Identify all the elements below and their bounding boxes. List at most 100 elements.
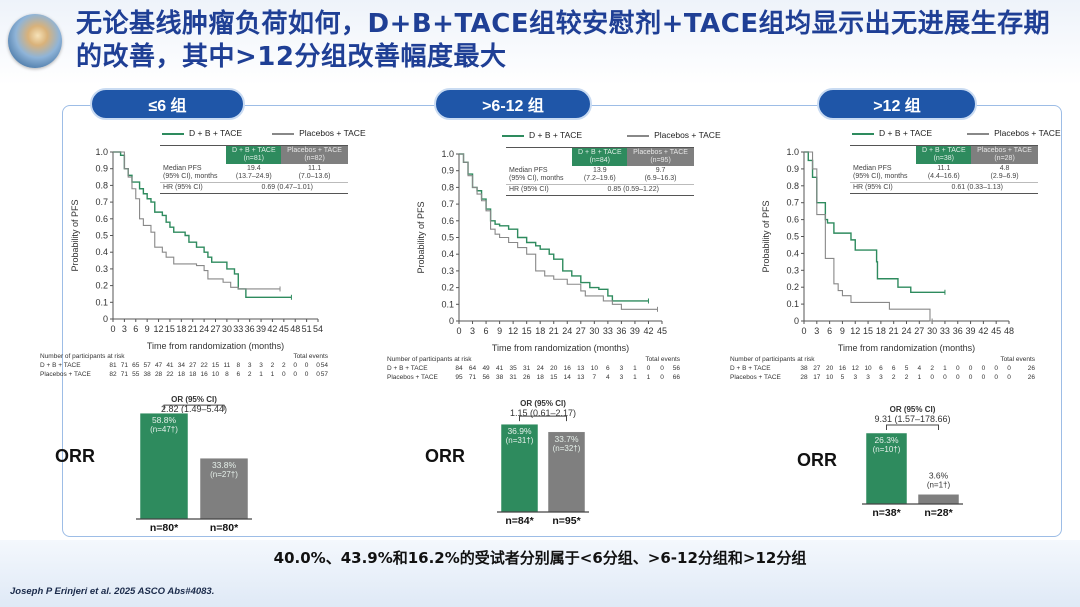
risk-total: 54 <box>321 362 329 369</box>
risk-value: 71 <box>469 374 477 381</box>
median-pfs-treatment: 13.9 (7.2–19.6) <box>583 167 616 182</box>
risk-value: 5 <box>841 374 845 381</box>
risk-value: 5 <box>905 365 909 372</box>
risk-value: 0 <box>293 362 297 369</box>
x-tick-label: 51 <box>302 324 312 334</box>
km-curve-placebo <box>113 151 281 290</box>
x-tick-label: 33 <box>940 326 950 336</box>
hr-label: HR (95% CI) <box>160 182 227 194</box>
risk-value: 15 <box>212 362 220 369</box>
legend-treatment: D + B + TACE <box>852 128 932 138</box>
orr-bar-percent: 33.8% <box>212 460 237 470</box>
risk-value: 81 <box>109 362 117 369</box>
risk-value: 7 <box>593 374 597 381</box>
x-tick-label: 45 <box>657 326 667 336</box>
risk-value: 22 <box>166 371 174 378</box>
orr-bar-percent: 3.6% <box>929 470 949 480</box>
legend-label: Placebos + TACE <box>299 128 366 138</box>
x-tick-label: 42 <box>643 326 653 336</box>
risk-value: 22 <box>200 362 208 369</box>
risk-row-label: Placebos + TACE <box>40 371 92 378</box>
orr-bar-n: n=95* <box>552 515 581 527</box>
risk-value: 10 <box>826 374 834 381</box>
y-axis-label: Probability of PFS <box>416 201 426 273</box>
risk-value: 3 <box>620 365 624 372</box>
y-tick-label: 0.3 <box>441 266 454 276</box>
risk-value: 1 <box>918 374 922 381</box>
risk-value: 6 <box>892 365 896 372</box>
legend-placebo: Placebos + TACE <box>627 130 721 140</box>
risk-value: 1 <box>647 374 651 381</box>
risk-value: 71 <box>121 362 129 369</box>
orr-bar-placebo <box>917 494 960 505</box>
risk-value: 1 <box>633 374 637 381</box>
y-axis-label: Probability of PFS <box>761 200 771 272</box>
risk-table-header: Number of participants at risk <box>730 356 815 363</box>
x-tick-label: 3 <box>814 326 819 336</box>
risk-value: 38 <box>496 374 504 381</box>
group-tab-le6: ≤6 组 <box>90 88 245 120</box>
header-placebo: Placebos + TACE (n=95) <box>627 147 694 166</box>
risk-value: 16 <box>200 371 208 378</box>
y-tick-label: 0.9 <box>95 164 108 174</box>
y-tick-label: 1.0 <box>441 149 454 159</box>
orr-bar-percent: 33.7% <box>554 434 579 444</box>
x-tick-label: 45 <box>279 324 289 334</box>
x-tick-label: 33 <box>603 326 613 336</box>
risk-value: 17 <box>813 374 821 381</box>
risk-total: 26 <box>1028 365 1036 372</box>
risk-value: 6 <box>879 365 883 372</box>
x-tick-label: 3 <box>122 324 127 334</box>
risk-value: 0 <box>282 371 286 378</box>
header-treatment: D + B + TACE (n=38) <box>916 145 972 164</box>
x-tick-label: 15 <box>863 326 873 336</box>
risk-table-header: Number of participants at risk <box>40 353 125 360</box>
header-placebo: Placebos + TACE (n=82) <box>281 145 348 164</box>
orr-bar-n: n=80* <box>150 522 179 534</box>
stats-table: D + B + TACE (n=38) Placebos + TACE (n=28)… <box>850 145 1038 194</box>
risk-value: 0 <box>956 374 960 381</box>
x-tick-label: 12 <box>850 326 860 336</box>
risk-value: 3 <box>866 374 870 381</box>
median-pfs-label: Median PFS (95% CI), months <box>853 165 908 180</box>
y-tick-label: 0.1 <box>95 297 108 307</box>
legend-label: D + B + TACE <box>529 130 583 140</box>
orr-bar-count: (n=47†) <box>150 425 178 434</box>
risk-value: 24 <box>537 365 545 372</box>
group-tab-gt12: >12 组 <box>817 88 977 120</box>
x-tick-label: 30 <box>927 326 937 336</box>
legend-treatment: D + B + TACE <box>502 130 582 140</box>
y-tick-label: 0.1 <box>441 299 454 309</box>
x-tick-label: 24 <box>199 324 209 334</box>
risk-value: 0 <box>943 374 947 381</box>
citation: Joseph P Erinjeri et al. 2025 ASCO Abs#4… <box>10 586 215 597</box>
or-bracket <box>519 415 567 422</box>
risk-value: 2 <box>905 374 909 381</box>
risk-value: 0 <box>982 374 986 381</box>
risk-value: 18 <box>537 374 545 381</box>
or-value: 1.15 (0.61–2.17) <box>510 408 576 418</box>
x-axis-label: Time from randomization (months) <box>838 343 975 353</box>
x-tick-label: 30 <box>589 326 599 336</box>
y-tick-label: 0.3 <box>786 265 799 275</box>
x-tick-label: 27 <box>576 326 586 336</box>
hr-value: 0.85 (0.59–1.22) <box>572 184 694 196</box>
risk-value: 13 <box>577 365 585 372</box>
risk-row-label: Placebos + TACE <box>387 374 439 381</box>
risk-value: 0 <box>647 365 651 372</box>
median-pfs-placebo: 11.1 (7.0–13.6) <box>298 165 331 180</box>
y-tick-label: 0.9 <box>441 166 454 176</box>
x-tick-label: 18 <box>876 326 886 336</box>
y-tick-label: 0.4 <box>786 248 799 258</box>
risk-value: 2 <box>892 374 896 381</box>
orr-bar-percent: 36.9% <box>507 426 532 436</box>
x-tick-label: 0 <box>801 326 806 336</box>
risk-value: 31 <box>523 365 531 372</box>
risk-value: 28 <box>800 374 808 381</box>
risk-value: 28 <box>155 371 163 378</box>
risk-value: 71 <box>121 371 129 378</box>
y-tick-label: 0.5 <box>441 233 454 243</box>
legend: D + B + TACE Placebos + TACE <box>852 128 1061 138</box>
risk-value: 27 <box>813 365 821 372</box>
